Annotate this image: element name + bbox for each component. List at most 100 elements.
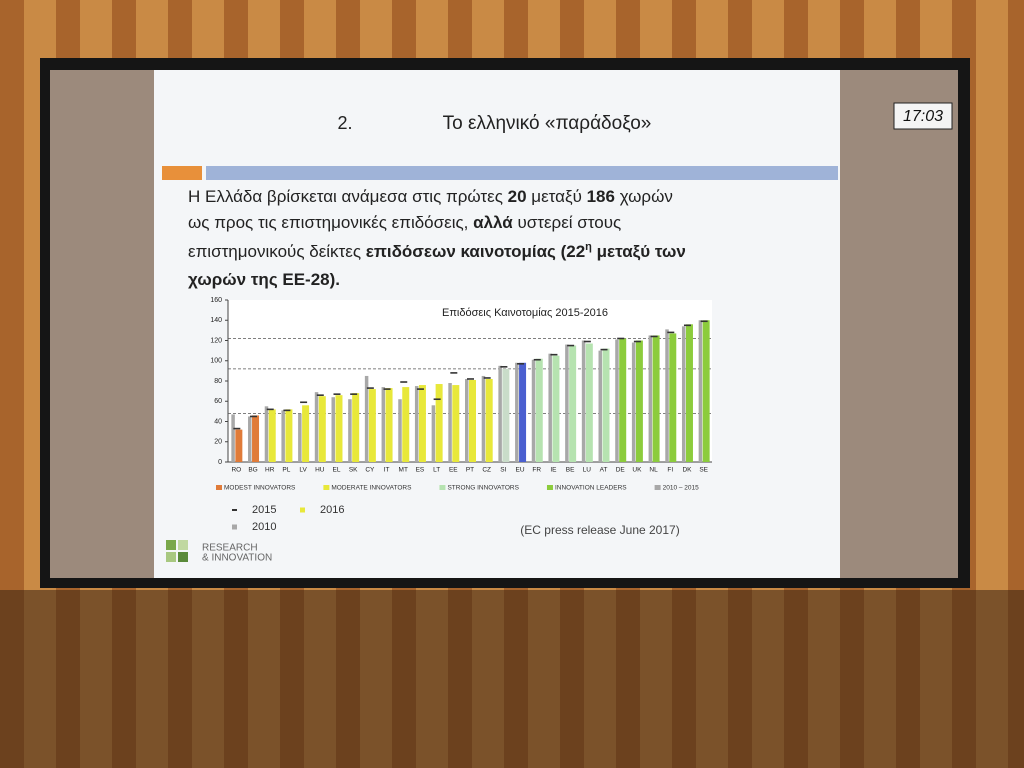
x-tick-label: LT: [433, 467, 440, 474]
text-segment: Η Ελλάδα βρίσκεται ανάμεσα στις πρώτες: [188, 187, 508, 206]
bar-2010: [648, 335, 653, 462]
bar-2010: [481, 375, 486, 462]
x-tick-label: HU: [315, 467, 325, 474]
x-tick-label: FI: [667, 467, 673, 474]
x-tick-label: HR: [265, 467, 275, 474]
legend-label: 2015: [252, 504, 276, 516]
bar-2010: [465, 378, 469, 462]
bar-2016: [485, 378, 493, 462]
bar-2010: [565, 344, 569, 462]
bar-2016: [519, 362, 527, 462]
legend-label: 2016: [320, 504, 344, 516]
x-tick-label: IT: [384, 467, 390, 474]
text-segment: 186: [587, 187, 615, 206]
bar-2010: [348, 399, 352, 462]
y-tick-label: 160: [210, 297, 222, 304]
slide-number: 2.: [337, 113, 352, 133]
text-segment: μεταξύ: [527, 187, 587, 206]
bar-2016: [652, 335, 660, 462]
legend-label: 2010 – 2015: [663, 485, 700, 492]
legend-swatch: [654, 485, 661, 490]
bar-2010: [598, 350, 603, 462]
chart: Επιδόσεις Καινοτομίας 2015-2016 0 20 40 60 80…: [210, 297, 712, 533]
bar-2016: [302, 405, 310, 462]
bar-2016: [502, 368, 510, 462]
bar-2016: [602, 348, 610, 462]
x-tick-label: UK: [632, 467, 642, 474]
legend-label: INNOVATION LEADERS: [555, 485, 627, 492]
x-tick-label: DE: [616, 467, 626, 474]
clock: 17:03: [903, 108, 943, 125]
bar-2010: [381, 387, 386, 462]
text-segment: χωρών της ΕΕ-28).: [188, 270, 340, 289]
bar-2016: [469, 379, 476, 462]
x-tick-label: FR: [532, 467, 541, 474]
bar-2016: [685, 324, 693, 462]
x-tick-label: PL: [282, 467, 290, 474]
x-tick-label: SE: [699, 467, 708, 474]
x-tick-label: RO: [231, 467, 241, 474]
text-segment: μεταξύ των: [592, 242, 686, 261]
paragraph: Η Ελλάδα βρίσκεται ανάμεσα στις πρώτες 2…: [188, 187, 686, 289]
y-tick-label: 60: [214, 398, 222, 405]
bar-2016: [585, 343, 593, 462]
x-tick-label: DK: [682, 467, 692, 474]
bar-2016: [268, 409, 276, 462]
bar-2010: [314, 392, 319, 462]
legend-swatch: [300, 507, 305, 513]
screen-side: [840, 70, 958, 578]
x-tick-label: NL: [649, 467, 658, 474]
bar-2010: [698, 320, 703, 462]
bar-2016: [435, 384, 443, 462]
bar-2016: [285, 409, 293, 462]
bar-2010: [414, 386, 419, 462]
x-tick-label: PT: [466, 467, 474, 474]
x-tick-label: SK: [349, 467, 358, 474]
bar-2010: [398, 399, 402, 462]
legend-label: MODEST INNOVATORS: [224, 485, 296, 492]
bar-2010: [681, 326, 686, 462]
logo-square: [178, 552, 188, 562]
text-segment: χωρών: [615, 187, 673, 206]
logo-square: [166, 540, 176, 550]
x-tick-label: LV: [299, 467, 307, 474]
bar-2010: [331, 397, 335, 462]
bar-2010: [448, 383, 452, 462]
x-tick-label: AT: [600, 467, 608, 474]
bar-2010: [548, 353, 552, 462]
logo-text: RESEARCH: [202, 543, 258, 554]
legend-swatch: [232, 524, 237, 530]
screen-side: [50, 70, 154, 578]
text-segment: επιστημονικούς δείκτες: [188, 242, 366, 261]
paragraph-line: χωρών της ΕΕ-28).: [188, 270, 340, 289]
legend-label: 2010: [252, 521, 276, 533]
y-tick-label: 80: [214, 378, 222, 385]
x-tick-label: MT: [399, 467, 408, 474]
x-tick-label: CZ: [482, 467, 491, 474]
bar-2010: [531, 359, 536, 462]
bar-2010: [248, 416, 252, 462]
x-tick-label: BG: [248, 467, 257, 474]
bar-2010: [631, 342, 636, 462]
bar-2010: [615, 339, 619, 462]
bar-2016: [669, 333, 677, 462]
bar-2010: [498, 365, 502, 462]
clock-box: [893, 102, 953, 130]
bar-2010: [281, 410, 285, 462]
x-tick-label: IE: [550, 467, 557, 474]
bar-2016: [252, 415, 260, 462]
slide-title: Το ελληνικό «παράδοξο»: [443, 113, 652, 134]
text-segment: αλλά: [473, 213, 513, 232]
legend-swatch: [216, 485, 222, 490]
bar-2016: [418, 385, 426, 462]
legend-swatch: [439, 485, 446, 490]
logo-square: [166, 552, 176, 562]
logo-square: [178, 540, 188, 550]
bar-2010: [298, 413, 302, 462]
y-tick-label: 100: [210, 358, 222, 365]
y-tick-label: 120: [210, 337, 222, 344]
y-tick-label: 140: [210, 317, 222, 324]
bar-2010: [581, 340, 586, 462]
x-tick-label: BE: [566, 467, 575, 474]
legend-swatch: [546, 485, 553, 490]
